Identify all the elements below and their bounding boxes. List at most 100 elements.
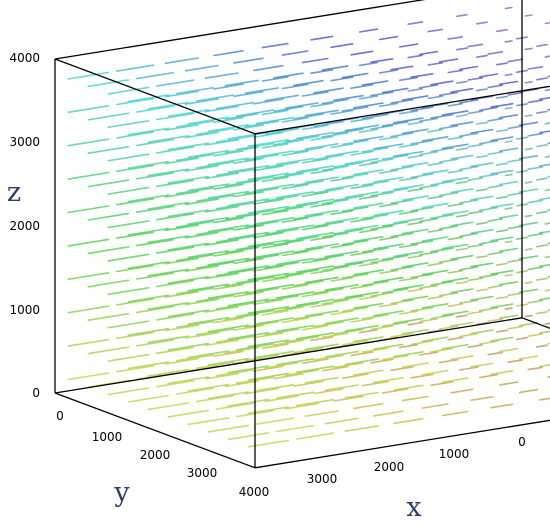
vector-arrow [281, 317, 309, 324]
vector-arrow [107, 220, 150, 229]
vector-arrow [156, 379, 195, 388]
vector-arrow [390, 165, 414, 171]
vector-arrow [504, 240, 513, 244]
vector-arrow [255, 283, 295, 292]
vector-arrow [253, 265, 284, 272]
vector-arrow [407, 188, 424, 192]
vector-arrow [361, 113, 389, 120]
vector-arrow [407, 288, 424, 293]
vector-arrow [401, 362, 429, 369]
vector-arrow [87, 212, 130, 221]
vector-arrow [295, 332, 335, 340]
vector-arrow [164, 157, 199, 165]
vector-arrow [255, 183, 295, 192]
vector-arrow [116, 164, 155, 173]
vector-arrow [216, 368, 255, 377]
vector-arrow [127, 361, 170, 370]
vector-arrow [253, 64, 284, 72]
vector-arrow [410, 173, 434, 179]
vector-arrow [87, 346, 130, 355]
vector-arrow [341, 139, 369, 146]
vector-arrow [450, 188, 474, 194]
vector-arrow [358, 195, 379, 200]
vector-arrow [495, 162, 508, 166]
vector-arrow [490, 370, 514, 376]
vector-arrow [67, 238, 110, 247]
vector-arrow [450, 87, 474, 93]
vector-arrow [487, 318, 504, 323]
vector-arrow [361, 280, 389, 287]
vector-arrow [447, 102, 464, 107]
x-tick-label: 3000 [307, 472, 338, 486]
vector-arrow [273, 72, 304, 79]
vector-arrow [304, 376, 339, 384]
vector-arrow [156, 146, 195, 154]
vector-arrow [361, 180, 389, 186]
vector-arrow [227, 198, 270, 207]
vector-arrow [490, 136, 514, 142]
vector-arrow [447, 203, 464, 207]
vector-arrow [344, 191, 379, 199]
vector-arrow [204, 239, 239, 246]
vector-arrow [204, 272, 239, 280]
vector-arrow [418, 117, 439, 122]
vector-arrow [213, 217, 244, 224]
vector-arrow [353, 169, 384, 176]
vector-arrow [378, 102, 399, 108]
vector-arrow [253, 165, 284, 172]
vector-arrow [244, 220, 279, 228]
vector-arrow [515, 336, 528, 341]
vector-arrow [438, 292, 459, 297]
vector-arrow [187, 116, 230, 125]
vector-arrow [358, 295, 379, 301]
vector-arrow [527, 366, 544, 371]
vector-arrow [187, 250, 230, 259]
vector-arrow [324, 217, 359, 225]
vector-arrow [470, 195, 494, 201]
vector-arrow [281, 183, 309, 190]
vector-arrow [187, 383, 230, 392]
vector-arrow [458, 232, 479, 238]
vector-arrow [535, 110, 548, 114]
vector-arrow [507, 91, 524, 96]
vector-arrow [353, 235, 384, 243]
vector-arrow [535, 277, 548, 281]
vector-arrow [438, 58, 459, 63]
vector-arrow [330, 42, 354, 49]
vector-arrow [470, 229, 494, 234]
vector-arrow [184, 265, 219, 273]
vector-arrow [398, 343, 419, 349]
vector-arrow [324, 384, 359, 392]
vector-arrow [361, 147, 389, 153]
vector-arrow [233, 324, 264, 331]
vector-arrow [304, 309, 339, 317]
vector-arrow [164, 290, 199, 298]
vector-arrow [324, 350, 359, 358]
box-edge [521, 317, 550, 329]
vector-arrow [381, 221, 409, 227]
vector-arrow [164, 124, 199, 131]
vector-arrow [450, 321, 474, 327]
vector-arrow [373, 243, 404, 250]
vector-arrow [224, 346, 259, 354]
vector-arrow [393, 284, 424, 291]
vector-arrow [333, 94, 364, 102]
vector-arrow [490, 236, 514, 242]
vector-arrow [310, 202, 334, 208]
vector-arrow [301, 224, 329, 231]
vector-arrow [295, 131, 335, 140]
vector-arrow [495, 28, 508, 33]
vector-arrow [304, 410, 339, 418]
vector-arrow [370, 258, 394, 264]
vector-arrow [264, 128, 299, 135]
vector-arrow [458, 332, 479, 338]
vector-arrow [295, 432, 335, 440]
vector-arrow [261, 209, 289, 216]
vector-arrow [255, 350, 295, 359]
vector-arrow [264, 294, 299, 302]
vector-arrow [156, 246, 195, 254]
vector-arrow [313, 87, 344, 94]
vector-arrow [147, 168, 190, 177]
box-edge [54, 58, 256, 135]
vector-arrow [524, 181, 533, 184]
